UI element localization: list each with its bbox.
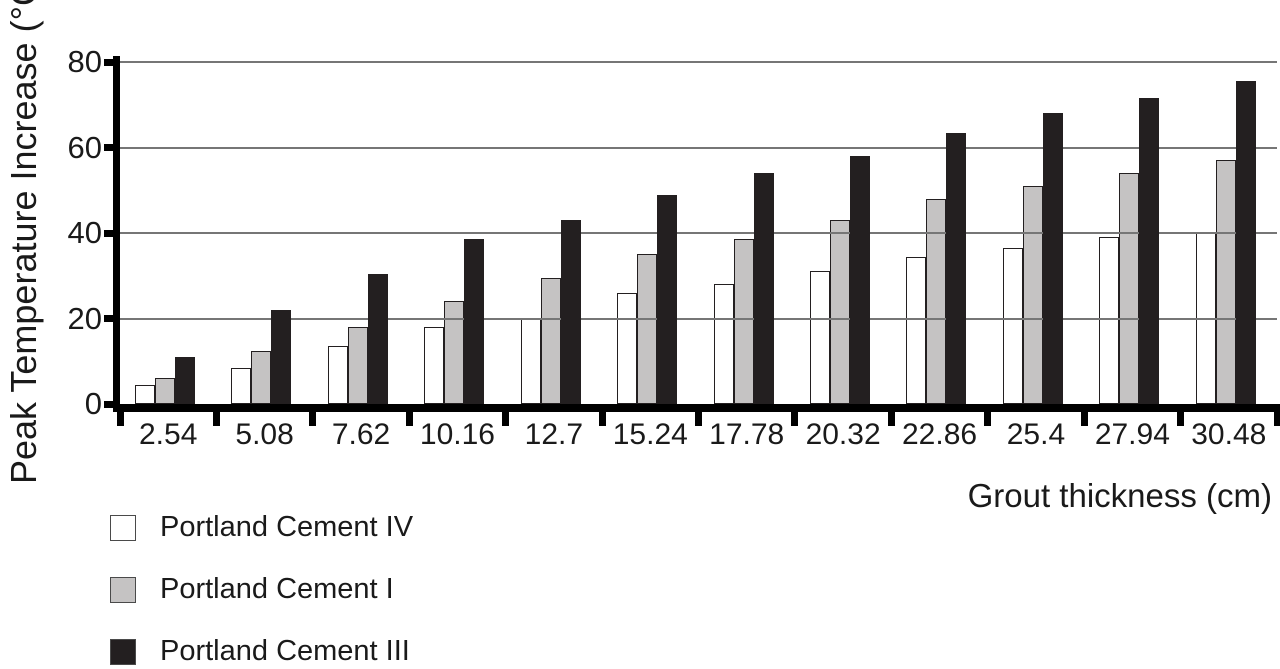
bar-series1-5.08: [231, 367, 252, 404]
bar-series2-27.94: [1119, 173, 1140, 404]
x-axis-title: Grout thickness (cm): [967, 477, 1272, 514]
bar-series3-25.4: [1042, 113, 1063, 404]
bar-series3-10.16: [464, 239, 485, 404]
bar-series1-7.62: [327, 346, 348, 404]
x-tick-label: 27.94: [1094, 418, 1170, 451]
x-tick-label: 2.54: [139, 418, 198, 451]
x-tick-label: 12.7: [524, 418, 584, 451]
legend-row: Portland Cement III: [110, 635, 413, 667]
bar-series3-15.24: [657, 194, 678, 404]
bar-series3-5.08: [271, 309, 292, 404]
gridline-40: [120, 232, 1277, 234]
x-tick-label: 20.32: [805, 418, 881, 451]
legend-swatch-series2: [110, 576, 136, 603]
bar-series2-5.08: [251, 350, 272, 404]
x-tick-label: 7.62: [331, 418, 391, 451]
legend-label: Portland Cement I: [160, 573, 394, 605]
y-tick-mark: [104, 144, 114, 151]
x-tick-mark: [695, 404, 702, 426]
bar-series1-12.7: [520, 318, 541, 404]
y-tick-mark: [104, 58, 114, 66]
bar-series1-10.16: [424, 327, 445, 404]
x-tick-label: 15.24: [612, 418, 688, 451]
x-tick-label: 22.86: [901, 418, 978, 451]
legend-swatch-series3: [110, 638, 136, 665]
x-tick-mark: [405, 404, 413, 426]
bar-series3-20.32: [849, 156, 870, 404]
y-tick-label: 40: [67, 215, 102, 250]
bar-series3-12.7: [560, 220, 581, 404]
bar-series3-27.94: [1139, 98, 1160, 404]
gridline-80: [120, 61, 1277, 63]
bar-series2-7.62: [347, 327, 368, 404]
y-tick-mark: [104, 229, 114, 237]
bar-series3-22.86: [946, 132, 967, 404]
bar-series3-7.62: [367, 273, 388, 404]
legend-row: Portland Cement IV: [110, 511, 414, 543]
bar-series2-2.54: [155, 378, 175, 404]
x-tick-mark: [309, 404, 317, 426]
x-tick-mark: [598, 404, 606, 426]
gridline-20: [120, 317, 1277, 320]
x-tick-label: 10.16: [419, 418, 495, 451]
y-tick-mark: [104, 400, 114, 408]
y-tick-label: 60: [67, 129, 102, 165]
bar-series3-2.54: [175, 356, 195, 404]
x-tick-mark: [1273, 404, 1280, 426]
bar-series1-2.54: [135, 384, 155, 404]
bar-series2-15.24: [637, 254, 658, 404]
bar-series2-25.4: [1022, 185, 1043, 404]
x-tick-mark: [984, 404, 992, 426]
bar-series2-10.16: [444, 301, 465, 404]
y-tick-label: 0: [84, 386, 102, 421]
x-tick-label: 25.4: [1006, 418, 1066, 451]
bar-series1-22.86: [906, 256, 927, 404]
x-tick-label: 17.78: [709, 418, 785, 451]
bar-series1-27.94: [1099, 237, 1120, 404]
bar-series2-20.32: [829, 220, 850, 404]
bar-series2-12.7: [540, 277, 561, 404]
y-tick-mark: [104, 315, 114, 322]
x-tick-mark: [116, 404, 124, 426]
bar-series2-17.78: [733, 239, 754, 404]
legend-swatch-series1: [110, 514, 136, 541]
x-tick-mark: [1080, 404, 1088, 426]
y-tick-label: 20: [67, 300, 102, 336]
x-tick-mark: [212, 404, 220, 426]
x-tick-mark: [791, 404, 799, 426]
bar-series1-25.4: [1002, 247, 1023, 404]
legend-label: Portland Cement IV: [160, 511, 414, 543]
x-tick-mark: [1177, 404, 1185, 426]
x-tick-mark: [887, 404, 895, 426]
y-axis-line: [113, 56, 120, 412]
bar-series2-22.86: [926, 198, 947, 404]
x-tick-label: 5.08: [235, 418, 294, 451]
legend-row: Portland Cement I: [110, 573, 413, 605]
legend: Portland Cement IV Portland Cement I Portl…: [110, 511, 414, 669]
legend-label: Portland Cement III: [160, 635, 410, 667]
x-tick-label: 30.48: [1191, 418, 1267, 451]
x-tick-mark: [502, 404, 510, 426]
bar-series3-17.78: [753, 173, 774, 404]
bar-series1-15.24: [617, 292, 638, 404]
y-tick-label: 80: [67, 44, 102, 79]
bar-series3-30.48: [1235, 81, 1256, 404]
bar-series1-17.78: [713, 284, 734, 404]
gridline-60: [120, 146, 1277, 149]
bar-series1-20.32: [809, 271, 830, 404]
bar-series2-30.48: [1215, 160, 1236, 404]
